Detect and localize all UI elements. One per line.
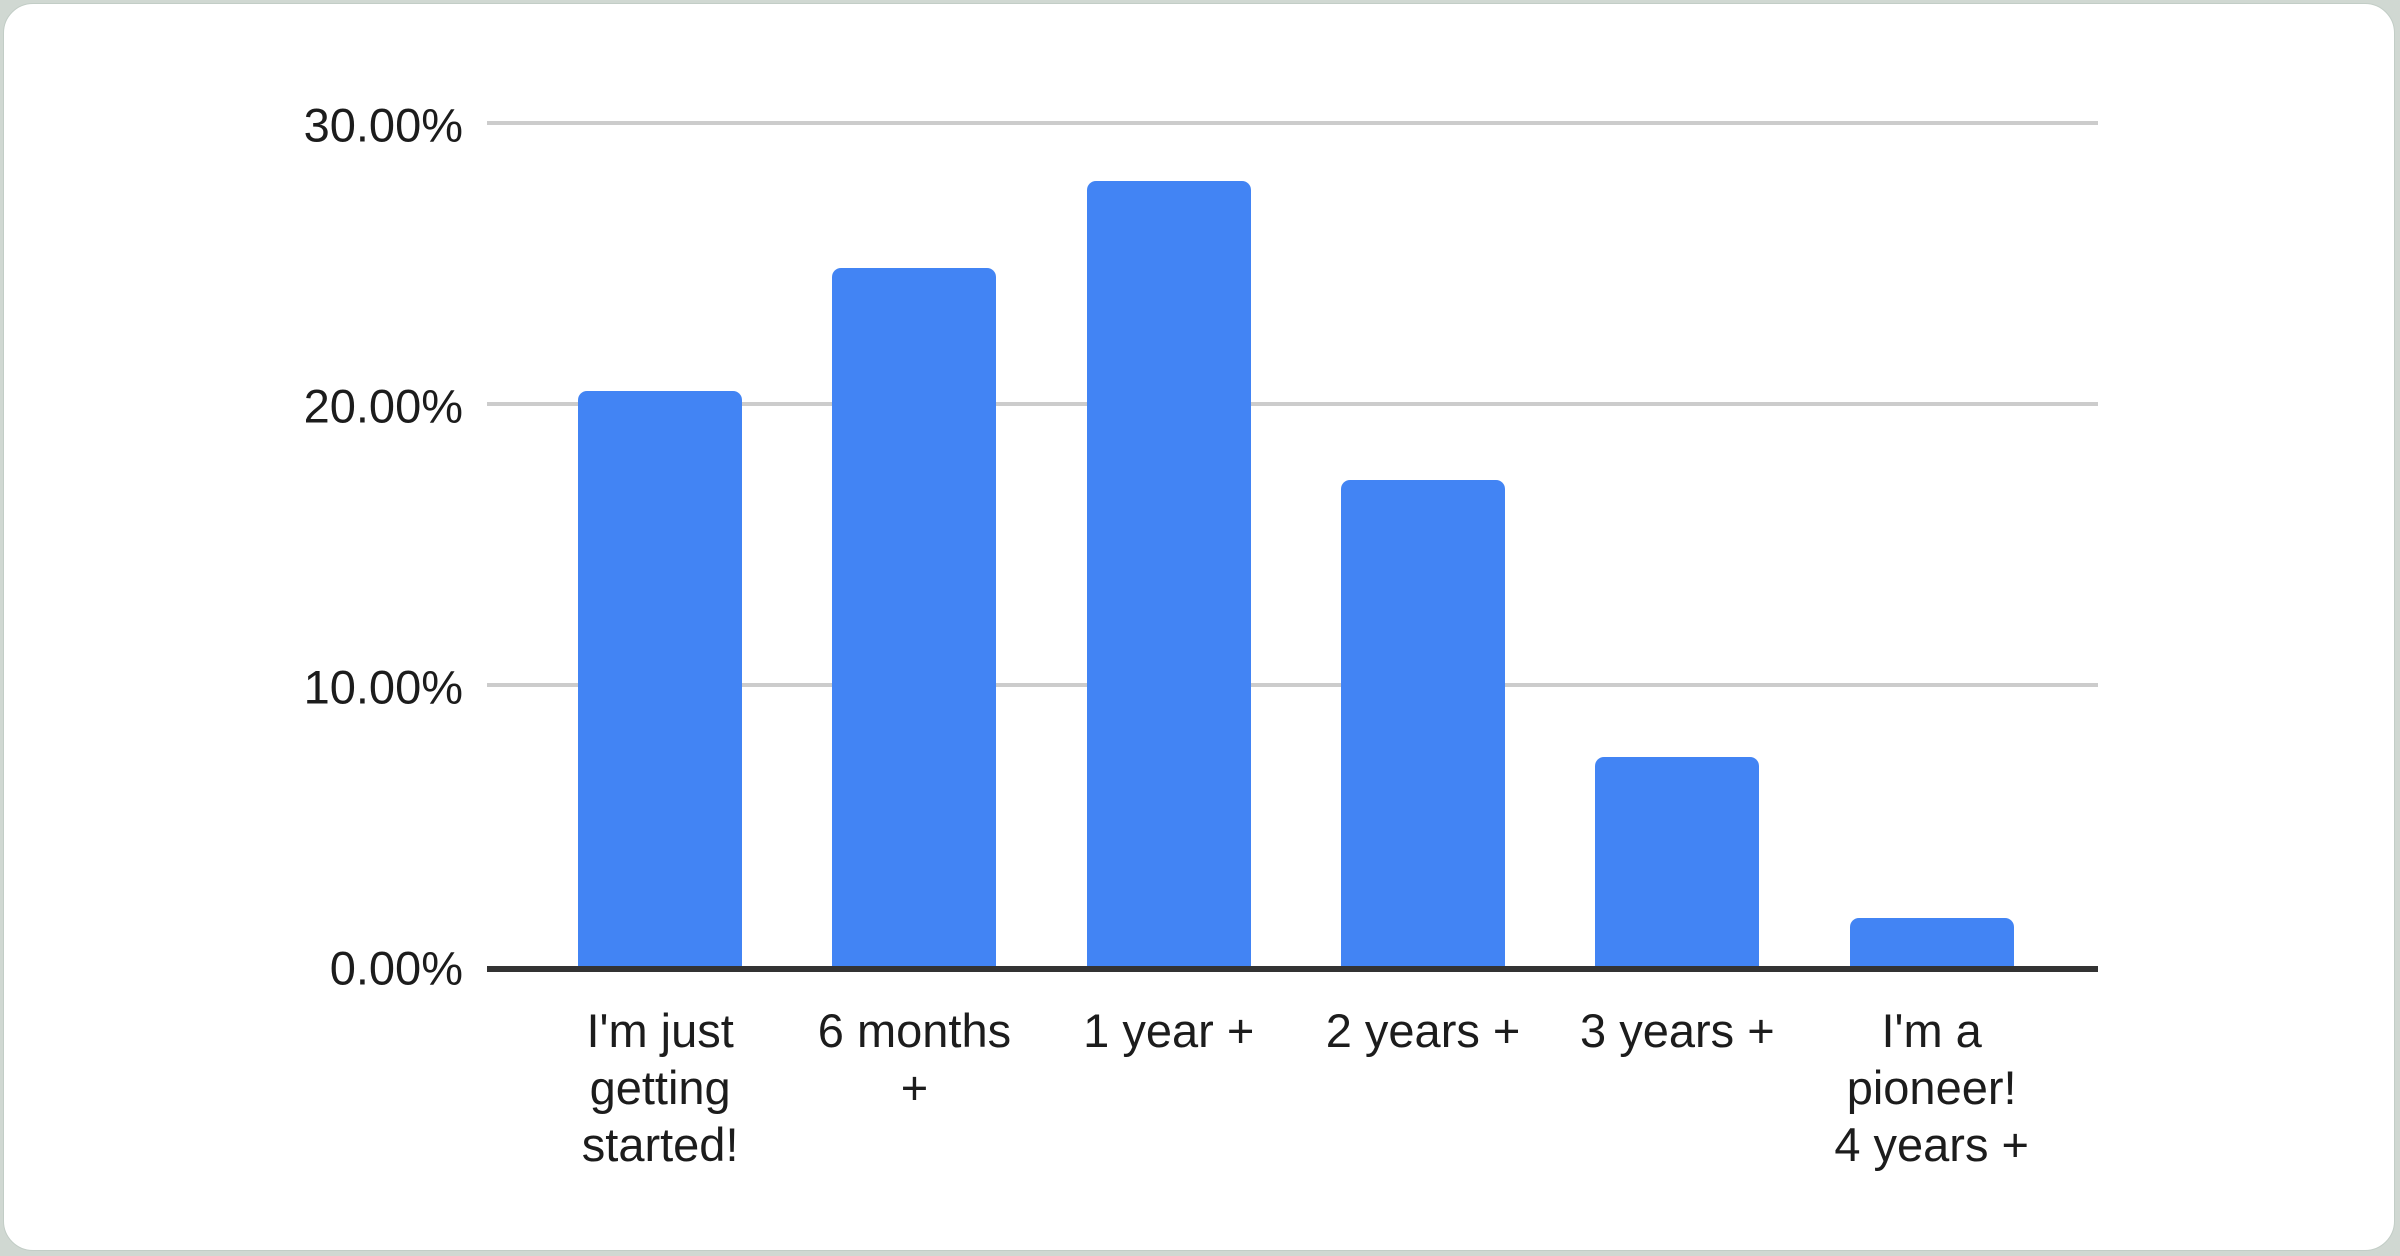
bar-6[interactable] [1849,918,2014,966]
y-axis-tick-label: 30.00% [303,98,463,152]
y-gridline [487,683,2098,687]
x-axis-category-label: 3 years + [1580,1004,1775,1057]
x-axis-category-label: 6 months + [817,1004,1012,1114]
x-axis-category-label: 2 years + [1325,1004,1521,1057]
y-axis-tick-label: 10.00% [303,660,463,714]
x-axis-category-label: 1 year + [1083,1004,1255,1057]
y-axis-tick-label: 20.00% [303,379,463,433]
bar-3[interactable] [1086,180,1251,966]
y-gridline [487,121,2098,125]
bar-2[interactable] [832,267,997,966]
bar-1[interactable] [578,391,743,966]
x-axis-category-label: I'm just getting started! [581,1004,739,1171]
x-axis-category-label: I'm a pioneer! 4 years + [1834,1004,2029,1171]
y-gridline [487,402,2098,406]
x-axis-line [487,966,2098,972]
y-axis-tick-label: 0.00% [329,941,463,995]
bar-5[interactable] [1595,756,1760,966]
bar-4[interactable] [1341,479,1506,966]
